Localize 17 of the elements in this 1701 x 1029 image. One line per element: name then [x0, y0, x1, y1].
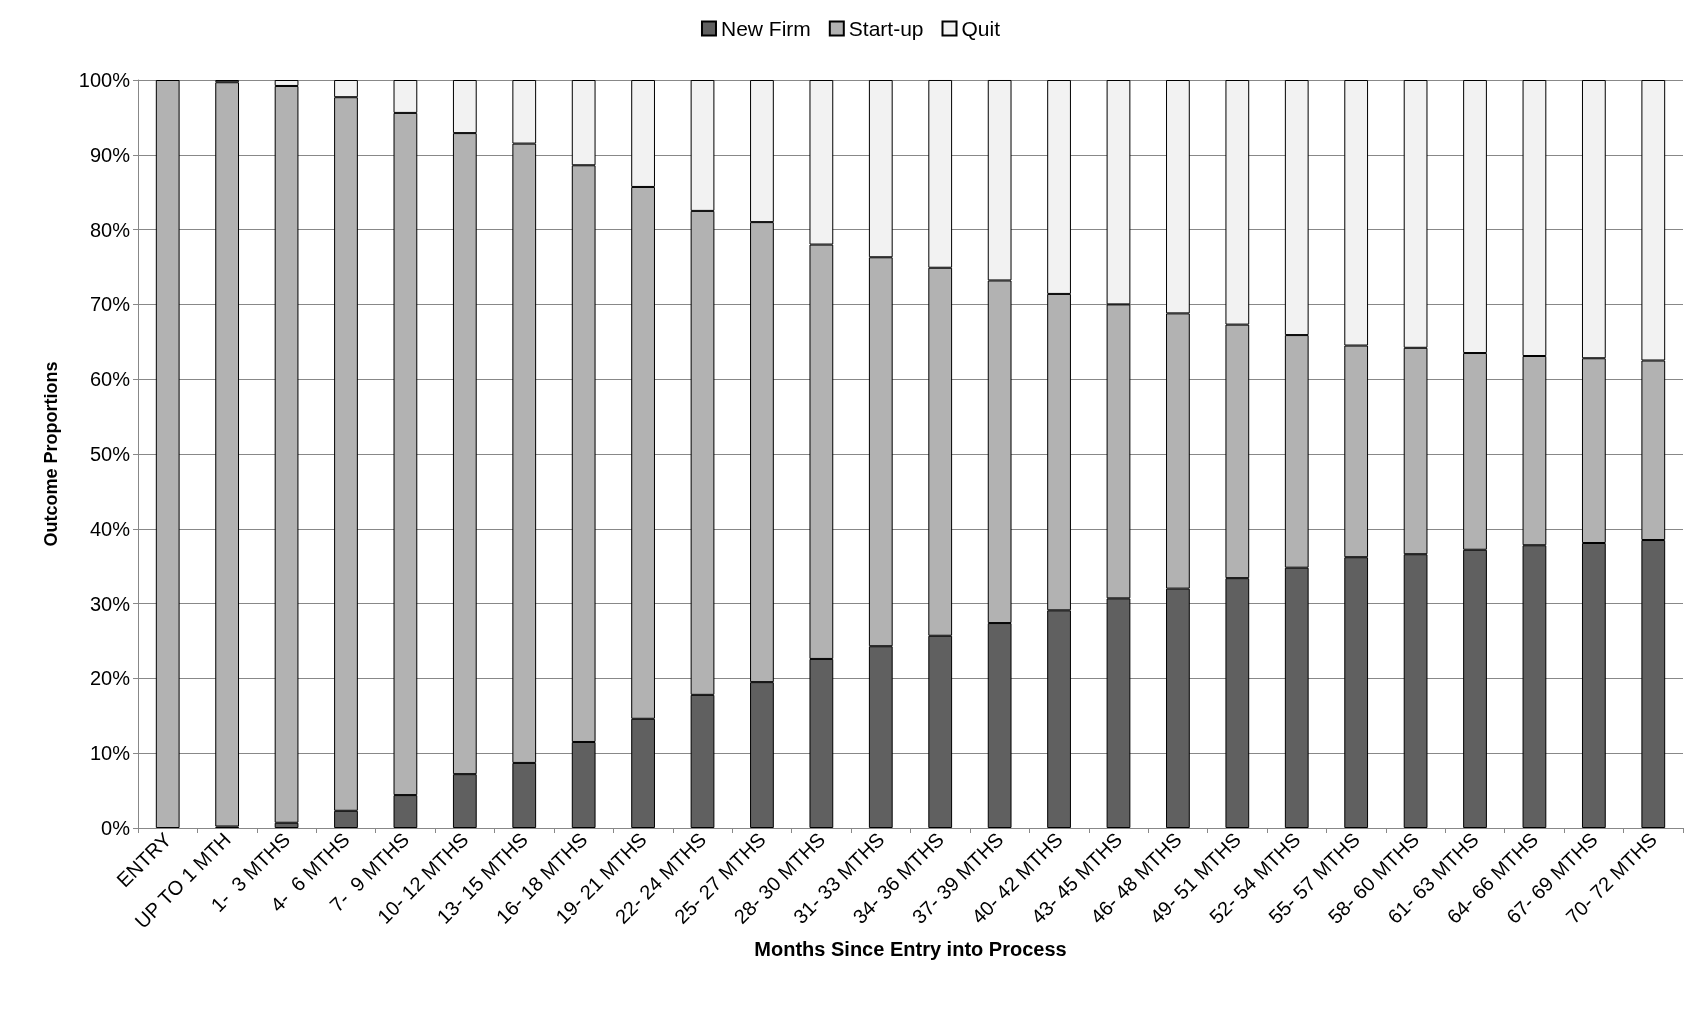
x-axis-title: Months Since Entry into Process — [754, 938, 1067, 961]
legend-label: Start-up — [848, 17, 924, 40]
y-tick-label: 20% — [89, 667, 131, 690]
legend-label: Quit — [961, 17, 1001, 40]
y-tick-label: 70% — [89, 293, 131, 316]
y-tick-label: 100% — [78, 69, 131, 91]
legend-label: New Firm — [720, 17, 811, 40]
y-axis-title: Outcome Proportions — [41, 361, 61, 547]
y-tick-label: 80% — [89, 218, 131, 241]
y-tick-label: 40% — [89, 517, 131, 540]
y-tick-label: 60% — [89, 368, 131, 391]
y-tick-label: 50% — [89, 443, 131, 465]
y-tick-label: 30% — [89, 592, 131, 615]
y-tick-label: 90% — [89, 143, 131, 166]
y-tick-label: 10% — [89, 742, 131, 765]
bar — [155, 80, 180, 828]
bar — [215, 82, 240, 827]
